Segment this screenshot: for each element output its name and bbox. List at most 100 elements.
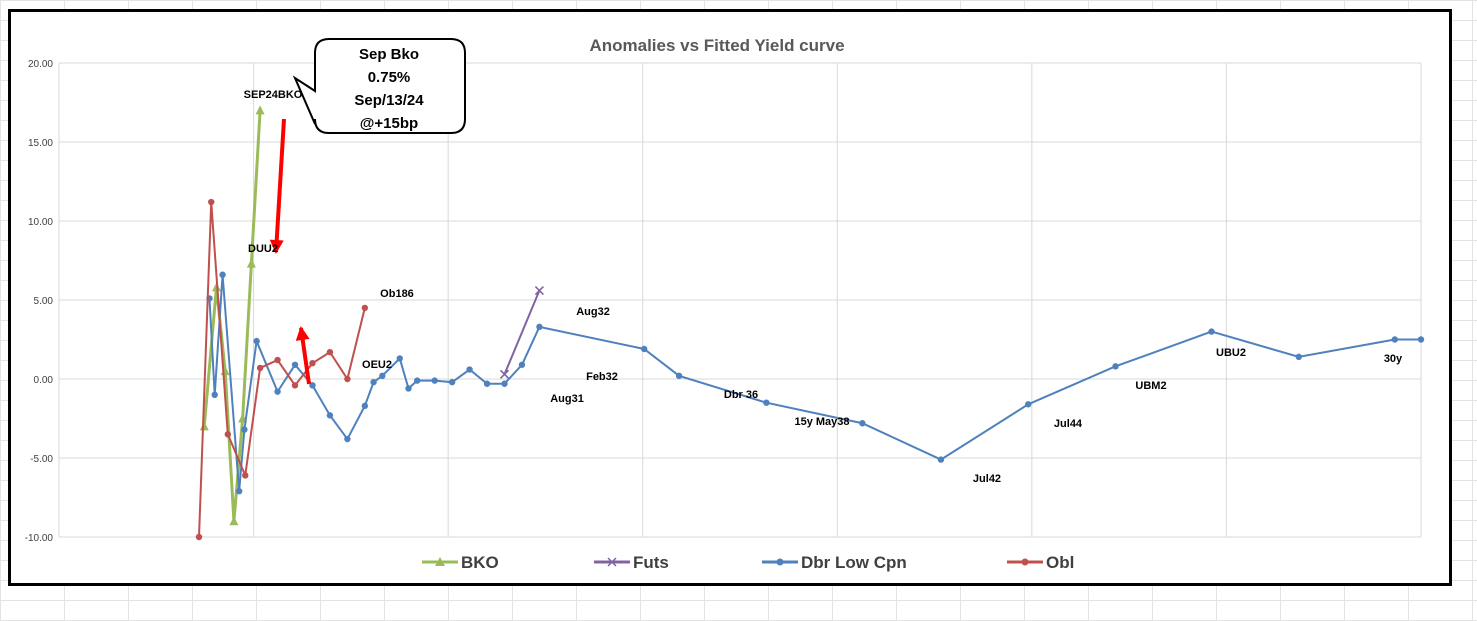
data-point (937, 456, 945, 463)
red-arrow-head (269, 239, 284, 254)
data-point (291, 382, 299, 389)
data-point (195, 533, 203, 541)
y-tick-label: 10.00 (28, 217, 53, 228)
y-tick-label: -5.00 (30, 454, 53, 465)
y-tick-label: -10.00 (25, 533, 54, 544)
data-point (534, 285, 544, 296)
legend-label-dbr-low-cpn: Dbr Low Cpn (801, 553, 907, 572)
data-point (208, 198, 215, 206)
point-label: 30y (1384, 353, 1403, 365)
data-point (640, 345, 648, 353)
legend-label-futs: Futs (633, 553, 669, 572)
data-point (256, 364, 264, 372)
data-point (241, 426, 248, 433)
data-point (361, 402, 369, 410)
plot-area: 20.00 15.00 10.00 5.00 0.00 -5.00 -10.00 SEP24… (25, 59, 1425, 544)
data-point (763, 399, 770, 406)
callout: Sep Bko 0.75% Sep/13/24 @+15bp (292, 38, 466, 134)
point-label: Jul44 (1054, 418, 1083, 430)
y-tick-label: 15.00 (28, 138, 53, 149)
data-point (344, 435, 351, 443)
data-point (309, 360, 316, 367)
legend-item-obl[interactable]: Obl (1007, 553, 1074, 572)
data-point (242, 472, 249, 479)
data-point (448, 378, 456, 386)
legend-label-bko: BKO (461, 553, 499, 572)
data-point (466, 366, 473, 373)
legend-label-obl: Obl (1046, 553, 1074, 572)
data-point (1295, 353, 1303, 361)
data-point (1025, 401, 1032, 408)
data-point (379, 372, 386, 380)
data-point (499, 369, 510, 379)
data-point (361, 304, 369, 312)
data-point (255, 105, 265, 115)
callout-line-3: Sep/13/24 (354, 92, 424, 109)
callout-bubble (292, 38, 466, 134)
data-point (405, 385, 412, 392)
data-point (326, 348, 334, 356)
data-point (370, 378, 377, 386)
data-point (344, 375, 351, 383)
chart-svg: 20.00 15.00 10.00 5.00 0.00 -5.00 -10.00 SEP24… (25, 36, 1425, 572)
point-label: 15y May38 (794, 416, 849, 428)
legend[interactable]: BKO Futs Dbr Low Cpn Obl (422, 553, 1074, 572)
point-label: Aug32 (576, 306, 610, 318)
series-obl-line (198, 201, 366, 538)
legend-item-dbr-low-cpn[interactable]: Dbr Low Cpn (762, 553, 907, 572)
series-futs-line (503, 290, 541, 375)
x-marker-icon (607, 557, 617, 567)
data-point (483, 380, 491, 387)
callout-line-4: @+15bp (360, 115, 418, 132)
data-point (536, 323, 543, 331)
point-label: SEP24BKO (244, 89, 303, 101)
callout-line-1: Sep Bko (359, 46, 419, 63)
data-point (1112, 363, 1119, 370)
data-point (224, 431, 232, 438)
legend-item-bko[interactable]: BKO (422, 553, 499, 572)
data-point (518, 361, 526, 368)
data-point (246, 258, 256, 268)
chart-frame[interactable]: 20.00 15.00 10.00 5.00 0.00 -5.00 -10.00 SEP24… (8, 9, 1452, 586)
data-point (326, 412, 334, 419)
data-point (1391, 336, 1399, 343)
point-label: UBM2 (1135, 380, 1166, 392)
callout-line-2: 0.75% (368, 69, 411, 86)
data-point (229, 516, 239, 526)
red-arrow-head (295, 326, 310, 341)
point-label: Ob186 (380, 288, 414, 300)
y-tick-label: 20.00 (28, 59, 53, 70)
data-point (1208, 328, 1215, 335)
data-point (274, 356, 281, 364)
data-point (1417, 336, 1425, 343)
point-label: UBU2 (1216, 347, 1246, 359)
chart-title: Anomalies vs Fitted Yield curve (589, 36, 844, 55)
data-point (199, 421, 209, 431)
data-point (274, 388, 281, 395)
series-bko-line (202, 110, 262, 522)
y-tick-label: 0.00 (34, 375, 54, 386)
point-label: Jul42 (973, 473, 1001, 485)
data-point (211, 391, 218, 398)
data-point (291, 361, 299, 368)
circle-marker-icon (1021, 558, 1029, 566)
point-label: OEU2 (362, 359, 392, 371)
data-point (219, 271, 226, 278)
data-point (235, 487, 243, 495)
data-point (675, 372, 683, 380)
point-label: DUU2 (248, 243, 278, 255)
data-point (396, 355, 403, 362)
series-obl (195, 198, 369, 541)
point-label: Aug31 (550, 393, 584, 405)
y-tick-label: 5.00 (34, 296, 54, 307)
triangle-marker-icon (435, 557, 445, 566)
data-point (431, 377, 438, 384)
point-label: Dbr 36 (724, 389, 758, 401)
point-label: Feb32 (586, 371, 618, 383)
series-futs (499, 285, 544, 379)
series-dbr-low-cpn-line (208, 274, 1421, 492)
circle-marker-icon (776, 558, 784, 566)
data-point (501, 380, 508, 387)
legend-item-futs[interactable]: Futs (594, 553, 669, 572)
data-point (253, 337, 260, 345)
